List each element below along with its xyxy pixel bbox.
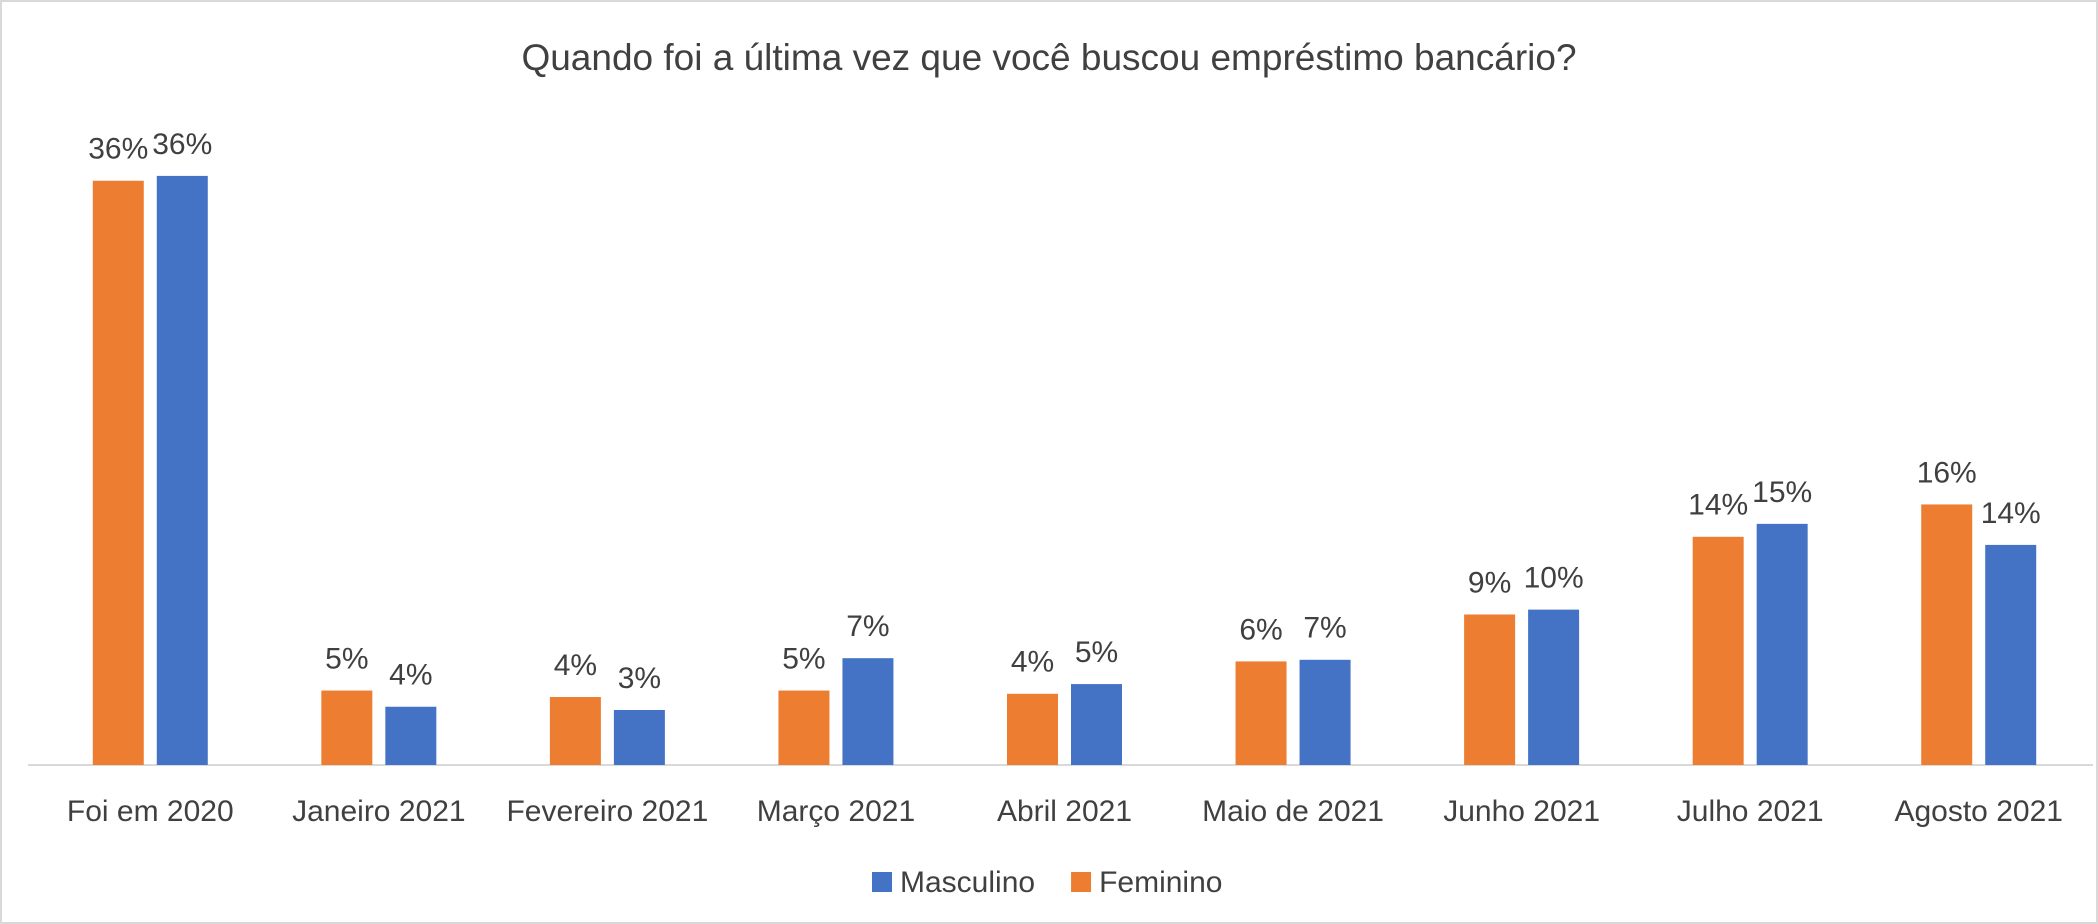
- data-label: 16%: [1917, 456, 1977, 489]
- x-tick-label: Janeiro 2021: [292, 795, 465, 828]
- bar: [156, 175, 208, 766]
- x-tick-label: Fevereiro 2021: [506, 795, 708, 828]
- bar: [92, 180, 144, 765]
- legend-swatch: [1071, 872, 1092, 892]
- x-tick-label: Agosto 2021: [1894, 795, 2062, 828]
- data-label: 10%: [1524, 562, 1584, 595]
- x-tick-label: Julho 2021: [1677, 795, 1824, 828]
- bar: [1692, 536, 1744, 765]
- bar: [842, 658, 894, 765]
- data-label: 4%: [389, 659, 432, 692]
- data-label: 14%: [1688, 489, 1748, 522]
- x-tick-label: Maio de 2021: [1202, 795, 1384, 828]
- bar: [778, 690, 830, 765]
- bar: [1921, 504, 1973, 765]
- data-label: 5%: [782, 642, 825, 675]
- data-label: 6%: [1239, 613, 1282, 646]
- bar: [1235, 661, 1287, 765]
- x-tick-label: Foi em 2020: [67, 795, 234, 828]
- data-label: 36%: [152, 128, 212, 161]
- bar: [321, 690, 373, 765]
- bar: [1985, 544, 2037, 765]
- bar: [549, 697, 601, 765]
- bar: [385, 706, 437, 765]
- legend-swatch: [872, 872, 892, 892]
- bar: [1756, 523, 1808, 765]
- legend-label: Masculino: [900, 866, 1035, 899]
- bar: [1007, 693, 1058, 765]
- bar: [1299, 659, 1351, 765]
- data-label: 14%: [1981, 497, 2041, 530]
- data-label: 9%: [1468, 566, 1511, 599]
- bar: [1528, 609, 1580, 765]
- legend-label: Feminino: [1099, 866, 1222, 899]
- data-label: 7%: [1303, 612, 1346, 645]
- data-label: 36%: [88, 133, 148, 166]
- bar: [1071, 684, 1122, 765]
- data-label: 4%: [554, 649, 597, 682]
- data-label: 3%: [618, 662, 661, 695]
- data-label: 4%: [1011, 646, 1054, 679]
- data-label: 5%: [1075, 636, 1118, 669]
- x-tick-label: Abril 2021: [997, 795, 1132, 828]
- bar: [1464, 614, 1516, 765]
- data-label: 7%: [846, 610, 889, 643]
- x-tick-label: Junho 2021: [1443, 795, 1600, 828]
- chart-title: Quando foi a última vez que você buscou …: [521, 37, 1576, 78]
- x-tick-label: Março 2021: [757, 795, 915, 828]
- data-label: 15%: [1752, 476, 1812, 509]
- bar: [613, 709, 665, 765]
- data-label: 5%: [325, 642, 368, 675]
